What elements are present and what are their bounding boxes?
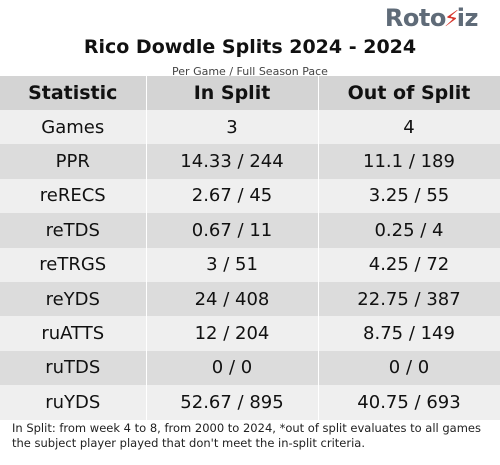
table-row: ruTDS 0 / 0 0 / 0 xyxy=(0,350,500,386)
in-split-cell: 3 / 51 xyxy=(146,247,319,282)
stat-name-cell: ruYDS xyxy=(0,385,147,420)
rotoviz-logo: Roto⚡iz xyxy=(384,4,479,32)
in-split-cell: 14.33 / 244 xyxy=(146,144,319,179)
stat-name-cell: ruTDS xyxy=(0,350,147,386)
page-title: Rico Dowdle Splits 2024 - 2024 xyxy=(83,36,417,58)
logo-prefix: Roto xyxy=(384,4,446,32)
table-row: PPR 14.33 / 244 11.1 / 189 xyxy=(0,144,500,179)
column-header-out-of-split: Out of Split xyxy=(318,76,500,110)
out-of-split-cell: 40.75 / 693 xyxy=(318,385,500,420)
out-of-split-cell: 0 / 0 xyxy=(318,350,500,386)
splits-table: Statistic In Split Out of Split Games 3 … xyxy=(0,76,500,420)
column-header-in-split: In Split xyxy=(146,76,319,110)
out-of-split-cell: 22.75 / 387 xyxy=(318,281,500,317)
logo-suffix: iz xyxy=(456,4,479,32)
in-split-cell: 52.67 / 895 xyxy=(146,385,319,420)
out-of-split-cell: 3.25 / 55 xyxy=(318,178,500,214)
table-row: Games 3 4 xyxy=(0,110,500,145)
column-header-statistic: Statistic xyxy=(0,76,147,110)
stat-name-cell: reYDS xyxy=(0,281,147,317)
out-of-split-cell: 11.1 / 189 xyxy=(318,144,500,179)
out-of-split-cell: 4 xyxy=(318,110,500,145)
stat-name-cell: PPR xyxy=(0,144,147,179)
page-subtitle: Per Game / Full Season Pace xyxy=(172,65,328,78)
table-row: reRECS 2.67 / 45 3.25 / 55 xyxy=(0,178,500,214)
in-split-cell: 12 / 204 xyxy=(146,316,319,351)
table-row: reTRGS 3 / 51 4.25 / 72 xyxy=(0,247,500,282)
in-split-cell: 24 / 408 xyxy=(146,281,319,317)
stat-name-cell: reTDS xyxy=(0,213,147,248)
stat-name-cell: ruATTS xyxy=(0,316,147,351)
out-of-split-cell: 0.25 / 4 xyxy=(318,213,500,248)
in-split-cell: 2.67 / 45 xyxy=(146,178,319,214)
lightning-bolt-icon: ⚡ xyxy=(443,7,459,32)
in-split-cell: 0 / 0 xyxy=(146,350,319,386)
out-of-split-cell: 4.25 / 72 xyxy=(318,247,500,282)
table-header-row: Statistic In Split Out of Split xyxy=(0,76,500,110)
table-row: reTDS 0.67 / 11 0.25 / 4 xyxy=(0,213,500,248)
table-row: ruYDS 52.67 / 895 40.75 / 693 xyxy=(0,385,500,420)
out-of-split-cell: 8.75 / 149 xyxy=(318,316,500,351)
in-split-cell: 0.67 / 11 xyxy=(146,213,319,248)
table-row: reYDS 24 / 408 22.75 / 387 xyxy=(0,281,500,317)
table-row: ruATTS 12 / 204 8.75 / 149 xyxy=(0,316,500,351)
in-split-cell: 3 xyxy=(146,110,319,145)
stat-name-cell: Games xyxy=(0,110,147,145)
footnote: In Split: from week 4 to 8, from 2000 to… xyxy=(12,421,481,450)
stat-name-cell: reRECS xyxy=(0,178,147,214)
stat-name-cell: reTRGS xyxy=(0,247,147,282)
